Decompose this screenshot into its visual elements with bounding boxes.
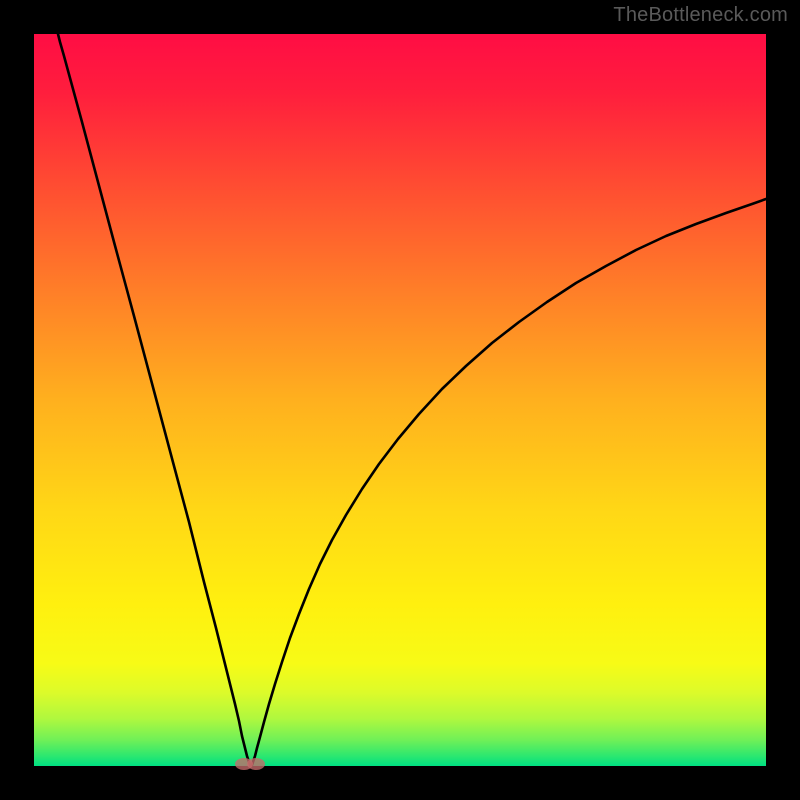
plot-area bbox=[34, 34, 766, 766]
watermark-text: TheBottleneck.com bbox=[613, 4, 788, 27]
bottleneck-marker bbox=[247, 758, 265, 770]
bottleneck-curve bbox=[34, 34, 766, 766]
